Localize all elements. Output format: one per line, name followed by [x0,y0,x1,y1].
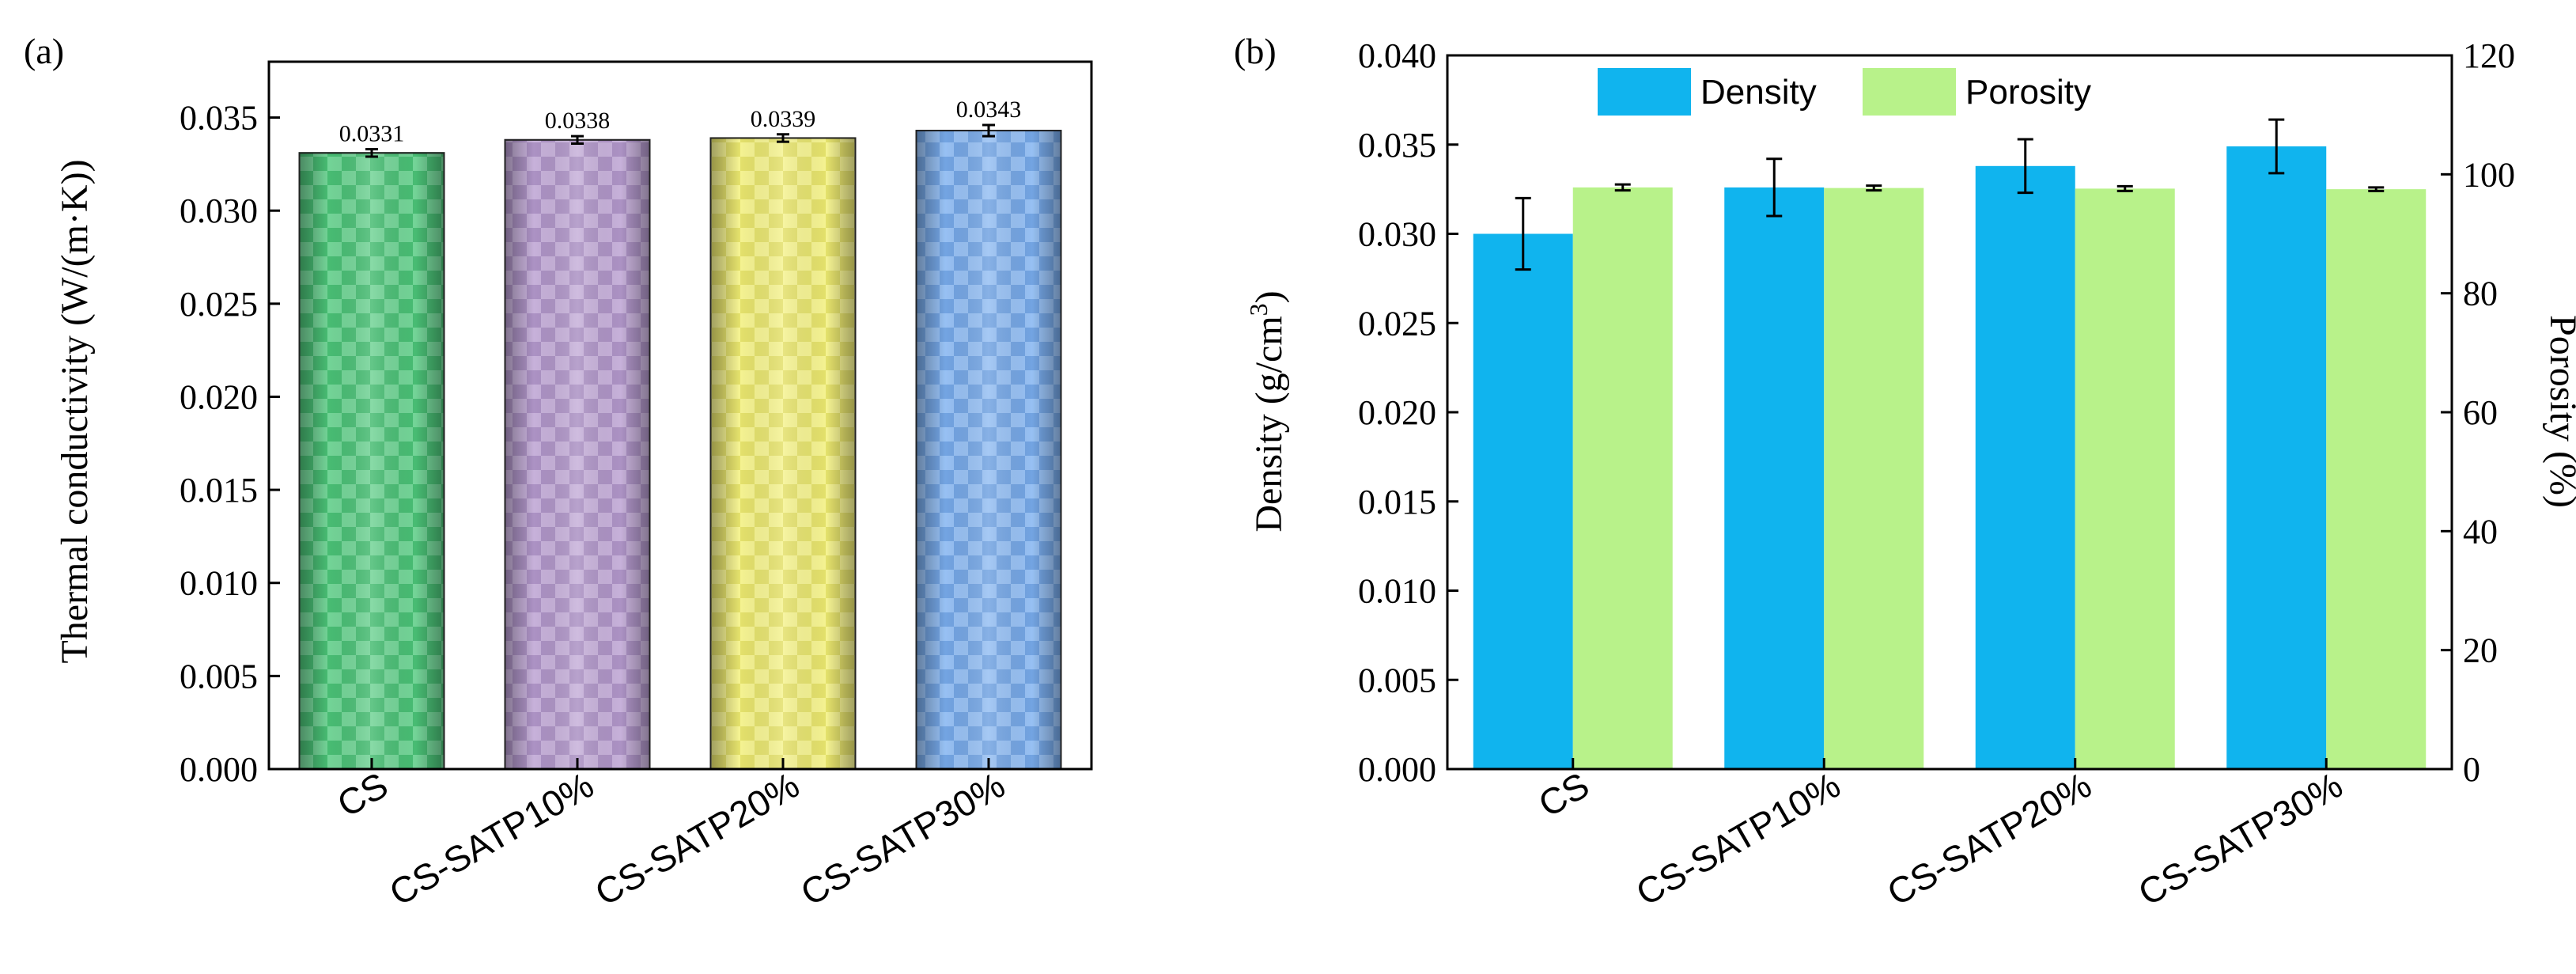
panel-a-y-tick-label: 0.025 [180,285,258,324]
panel-b-right-y-tick-label: 80 [2463,275,2498,313]
panel-a-bar-group: 0.0339 [709,106,857,771]
panel-b-porosity-bar [1824,188,1924,769]
panel-a-y-tick-label: 0.005 [180,657,258,695]
panel-a-value-label: 0.0343 [956,97,1022,123]
panel-a: (a) Thermal conductivity (W/(m·K)) 0.033… [24,31,1093,914]
panel-b-category-label: CS-SATP10% [1629,764,1847,914]
panel-b-left-y-tick-label: 0.030 [1358,215,1436,254]
panel-a-bar-shade [916,131,1061,769]
panel-a-y-tick-label: 0.015 [180,471,258,510]
panel-b-right-y-tick-label: 120 [2463,36,2515,75]
panel-b-left-y-tick-label: 0.005 [1358,661,1436,699]
panel-b-left-y-axis-title: Density (g/cm3) [1244,290,1290,532]
panel-a-y-tick-label: 0.020 [180,377,258,416]
panel-b-density-bar [1975,165,2075,769]
panel-a-bar-shade [505,139,650,769]
panel-b-porosity-bar-group [2075,184,2175,769]
panel-b-porosity-bar-group [1824,184,1924,769]
panel-b-left-y-tick-label: 0.040 [1358,36,1436,75]
panel-a-category-label: CS-SATP10% [383,764,600,914]
panel-b-right-y-tick-label: 20 [2463,631,2498,670]
panel-a-category-label: CS [331,764,395,825]
legend-entry: Porosity [1863,68,2091,116]
panel-a-value-label: 0.0339 [751,106,816,132]
panel-b-label: (b) [1234,31,1277,71]
panel-b-density-bar-group [1473,196,1573,769]
panel-b-porosity-bar [1572,187,1673,769]
panel-a-bar-group: 0.0331 [298,121,445,771]
legend-swatch [1863,68,1956,116]
panel-a-y-tick-label: 0.010 [180,564,258,603]
panel-a-label: (a) [24,31,64,71]
panel-b-porosity-bar-group [2326,186,2427,769]
panel-b-porosity-bar [2075,188,2175,769]
panel-b-porosity-bar-group [1572,183,1673,769]
panel-b-porosity-bar [2326,189,2427,769]
panel-a-bar-shade [299,153,444,770]
panel-b-legend: Density Porosity [1598,68,2091,116]
panel-b-right-y-tick-label: 0 [2463,750,2480,789]
panel-a-bar-group: 0.0338 [504,108,651,770]
panel-b-left-y-tick-label: 0.010 [1358,572,1436,611]
panel-a-category-label: CS-SATP20% [588,764,806,914]
panel-b-category-label: CS-SATP20% [1880,764,2097,914]
panel-b-density-bar-group [2226,118,2327,769]
panel-b-category-label: CS [1531,764,1595,825]
panel-a-value-label: 0.0331 [339,121,405,147]
legend-entry: Density [1598,68,1817,116]
panel-a-category-label: CS-SATP30% [794,764,1012,914]
panel-b-right-y-tick-label: 40 [2463,512,2498,551]
panel-b-left-y-tick-label: 0.035 [1358,126,1436,165]
panel-a-y-tick-label: 0.035 [180,99,258,138]
panel-a-y-axis-title: Thermal conductivity (W/(m·K)) [54,159,96,663]
panel-a-bar-group: 0.0343 [915,97,1062,770]
panel-a-plot-frame [267,60,1093,771]
panel-a-y-tick-label: 0.030 [180,191,258,230]
panel-b-density-bar-group [1724,157,1825,769]
panel-b-category-label: CS-SATP30% [2132,764,2349,914]
panel-b-right-y-tick-label: 100 [2463,155,2515,194]
legend-label: Density [1700,73,1817,112]
legend-label: Porosity [1965,73,2091,112]
panel-b-left-y-tick-label: 0.000 [1358,750,1436,789]
panel-a-y-tick-label: 0.000 [180,750,258,789]
panel-b-left-y-tick-label: 0.015 [1358,483,1436,521]
panel-b-density-bar-group [1975,138,2075,769]
panel-b: (b) Density (g/cm3) Porosity (%) 0.000 0.… [1234,31,2576,914]
panel-b-density-bar [2226,146,2327,769]
panel-a-bar-shade [710,138,856,770]
panel-b-plot-frame [1446,54,2453,771]
panel-a-value-label: 0.0338 [545,108,611,134]
panel-b-density-bar [1473,233,1573,769]
panel-b-left-y-tick-label: 0.025 [1358,304,1436,343]
panel-b-right-y-tick-label: 60 [2463,393,2498,432]
panel-b-density-bar [1724,187,1825,769]
panel-b-left-y-tick-label: 0.020 [1358,393,1436,432]
legend-swatch [1598,68,1691,116]
panel-b-right-y-axis-title: Porosity (%) [2542,315,2576,508]
